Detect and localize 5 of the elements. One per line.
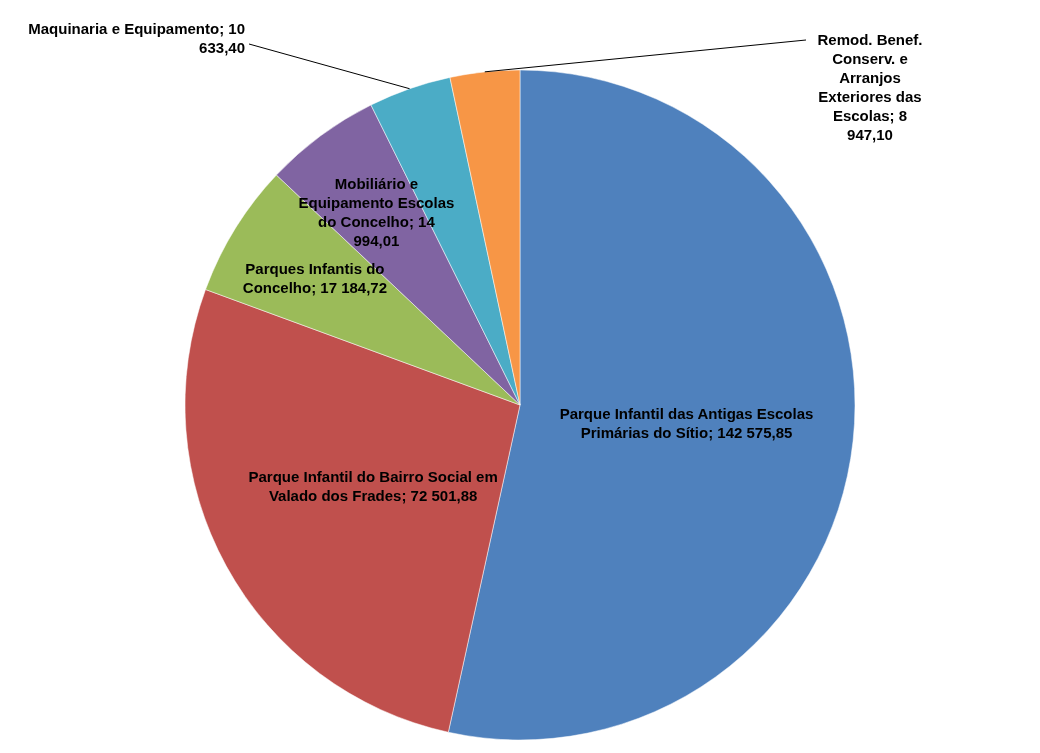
slice-label: Parque Infantil das Antigas Escolas Primárias do Sítio; 142 575,85 bbox=[559, 405, 814, 442]
slice-label: Parque Infantil do Bairro Social em Valado dos Frades; 72 501,88 bbox=[248, 467, 498, 504]
slice-label: Remod. Benef. Conserv. e Arranjos Exteriores das Escolas; 8 947,10 bbox=[817, 31, 923, 143]
slice-label: Maquinaria e Equipamento; 10 633,40 bbox=[28, 20, 245, 56]
slice-label: Parques Infantis do Concelho; 17 184,72 bbox=[242, 260, 388, 297]
